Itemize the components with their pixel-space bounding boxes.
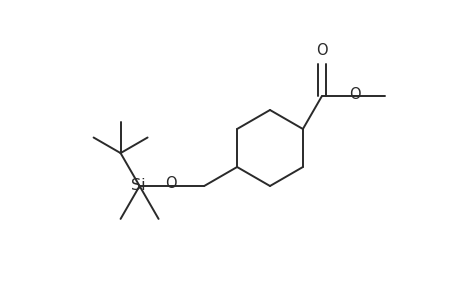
Text: Si: Si [131, 178, 146, 194]
Text: O: O [349, 87, 360, 102]
Text: O: O [315, 43, 327, 58]
Text: O: O [165, 176, 176, 191]
